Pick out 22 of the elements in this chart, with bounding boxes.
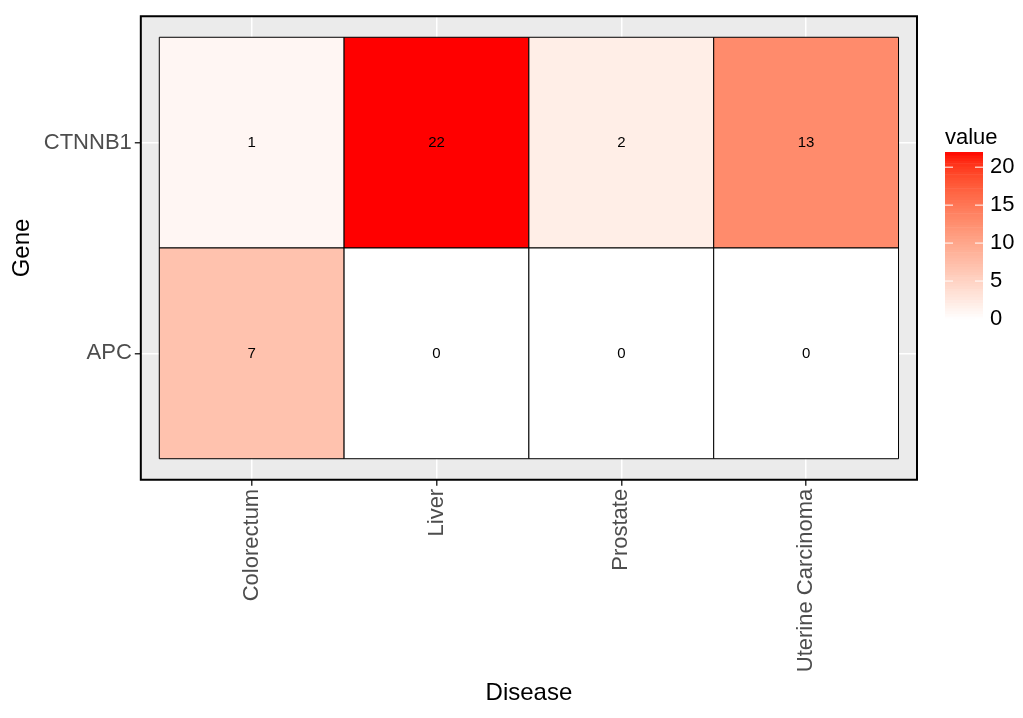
y-tick-label: CTNNB1: [43, 128, 132, 154]
data-label: 13: [797, 132, 815, 150]
x-tick-label: Colorectum: [237, 488, 263, 602]
data-label: 2: [617, 132, 626, 150]
data-label: 0: [801, 343, 811, 361]
x-tick-label: Liver: [422, 488, 448, 537]
x-axis-title: Disease: [485, 678, 573, 706]
y-axis-title: Gene: [7, 218, 35, 278]
data-label: 7: [247, 343, 256, 361]
color-bar-label: 0: [990, 305, 1003, 331]
color-bar-label: 10: [990, 229, 1015, 255]
y-tick-label: APC: [86, 339, 132, 365]
color-bar-label: 5: [990, 267, 1003, 293]
data-label: 0: [432, 343, 441, 361]
color-bar-label: 15: [990, 191, 1015, 217]
data-label: 0: [617, 343, 626, 361]
color-bar-label: 20: [990, 153, 1015, 179]
x-tick-label: Prostate: [607, 488, 633, 571]
color-bar-title: value: [945, 124, 998, 149]
data-label: 22: [428, 132, 445, 150]
x-tick-label: Uterine Carcinoma: [792, 488, 818, 673]
data-label: 1: [247, 132, 256, 150]
